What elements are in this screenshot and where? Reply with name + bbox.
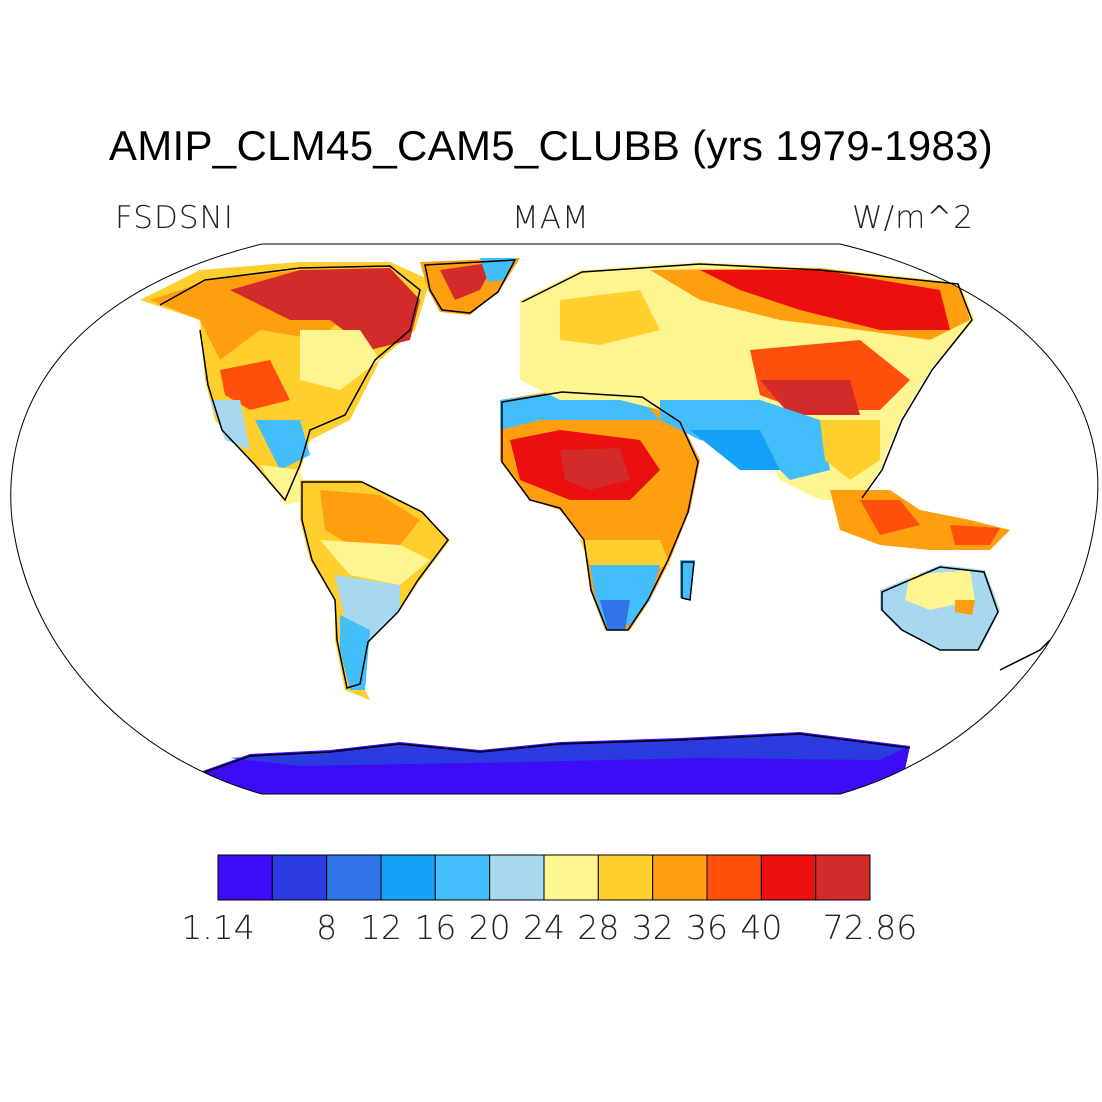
- colorbar-tick-label: 28: [577, 908, 620, 947]
- antarctica-coast-band: [230, 734, 905, 766]
- variable-label: FSDSNI: [115, 200, 234, 236]
- colorbar-tick-label: 8: [316, 908, 338, 947]
- plot-title: AMIP_CLM45_CAM5_CLUBB (yrs 1979-1983): [108, 122, 994, 169]
- colorbar-tick-label: 24: [523, 908, 565, 947]
- map-boundary: [10, 243, 1099, 795]
- field-layer: [140, 258, 1010, 794]
- colorbar-tick-label: 72.86: [822, 908, 918, 947]
- colorbar-tick-label: 1.14: [181, 908, 255, 947]
- units-label: W/m^2: [852, 200, 974, 236]
- colorbar-tick-label: 32: [631, 908, 674, 947]
- coastlines: [159, 259, 1051, 773]
- colorbar-tick-label: 36: [686, 908, 728, 947]
- colorbar-tick-label: 16: [414, 908, 457, 947]
- colorbar-tick-label: 12: [360, 908, 402, 947]
- colorbar-tick-label: 40: [740, 908, 783, 947]
- colorbar-tick-label: 20: [468, 908, 511, 947]
- season-label: MAM: [512, 200, 590, 236]
